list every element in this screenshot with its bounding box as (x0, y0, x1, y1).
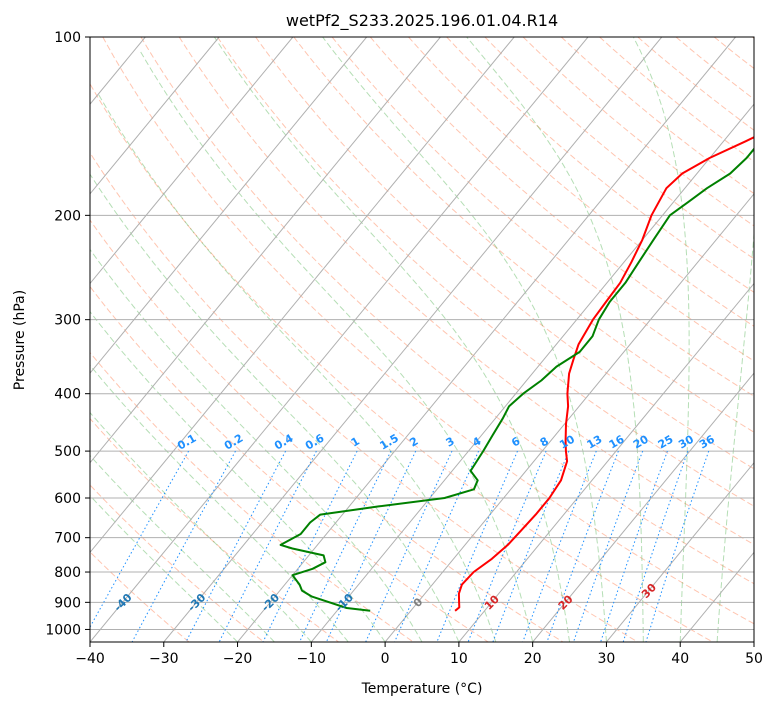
isotherm-line (90, 37, 515, 554)
moist-adiabat (466, 37, 644, 642)
dry-adiabat (178, 37, 754, 546)
mixing-ratio-line (131, 450, 236, 642)
mixing-ratio-line (436, 450, 518, 642)
mixing-ratio-line (600, 450, 668, 642)
x-tick-label: 10 (450, 651, 468, 667)
y-tick-label: 500 (54, 444, 81, 460)
dry-adiabat (255, 37, 754, 470)
x-axis-label: Temperature (°C) (361, 681, 483, 697)
isotherm-line (606, 461, 754, 642)
y-tick-label: 300 (54, 313, 81, 329)
isotherm-line (458, 282, 754, 642)
x-tick-label: 20 (524, 651, 542, 667)
mixing-ratio-line (573, 450, 644, 642)
mixing-ratio-line (185, 450, 287, 642)
isotherm-line (310, 103, 754, 642)
y-tick-label: 700 (54, 531, 81, 547)
mixing-ratio-line (365, 450, 453, 642)
x-tick-label: 30 (598, 651, 616, 667)
temperature-trace (454, 136, 754, 612)
moist-adiabat (632, 37, 690, 642)
dry-adiabat (446, 37, 754, 293)
isotherm-line (90, 37, 589, 642)
sounding-traces (279, 136, 754, 612)
y-tick-label: 100 (54, 30, 81, 46)
dry-adiabat (293, 37, 754, 433)
moist-adiabat (90, 364, 349, 642)
moist-adiabat (90, 248, 423, 642)
dry-adiabat (90, 219, 564, 642)
isotherm-line (90, 37, 368, 374)
dry-adiabat (90, 151, 639, 642)
background-lines (90, 37, 754, 642)
y-tick-label: 600 (54, 491, 81, 507)
moist-adiabat (716, 227, 754, 642)
dry-adiabat (599, 37, 754, 163)
moist-adiabat (322, 37, 607, 642)
moist-adiabat (213, 37, 571, 642)
mixing-ratio-line (645, 450, 710, 642)
dry-adiabat (140, 37, 754, 585)
moist-adiabat (90, 494, 238, 642)
x-tick-label: −30 (149, 651, 179, 667)
mixing-ratio-line (622, 450, 689, 642)
mixing-ratio-line (299, 450, 392, 642)
mixing-ratio-line (394, 450, 480, 642)
dewpoint-trace (279, 147, 754, 612)
x-axis: −40 −30 −20 −10 0 10 20 30 40 50 (75, 642, 763, 667)
mixing-ratio-line (467, 450, 547, 642)
moist-adiabat (90, 310, 386, 642)
moist-adiabat (90, 454, 275, 642)
mixing-ratio-line (90, 450, 190, 629)
chart-title: wetPf2_S233.2025.196.01.04.R14 (286, 11, 558, 31)
y-axis: 100 200 300 400 500 600 700 800 900 1000 (45, 30, 90, 638)
x-tick-label: −10 (297, 651, 327, 667)
x-tick-label: 40 (671, 651, 689, 667)
moist-adiabat (138, 49, 534, 642)
dry-adiabat (90, 417, 339, 642)
dry-adiabat (560, 37, 754, 195)
x-tick-label: 0 (381, 651, 390, 667)
grid-lines (90, 37, 754, 642)
moist-adiabat (90, 411, 312, 642)
moist-adiabat (98, 94, 497, 642)
y-axis-label: Pressure (hPa) (12, 290, 28, 390)
dry-adiabat (369, 37, 754, 362)
x-tick-label: −40 (75, 651, 105, 667)
isotherm-line (532, 372, 754, 642)
x-tick-label: −20 (223, 651, 253, 667)
dry-adiabat (484, 37, 754, 260)
isotherm-line (90, 37, 294, 285)
dry-adiabat (331, 37, 754, 397)
y-tick-label: 900 (54, 595, 81, 611)
mixing-ratio-lines (90, 450, 710, 642)
y-tick-label: 200 (54, 208, 81, 224)
y-tick-label: 800 (54, 565, 81, 581)
dry-adiabat (216, 37, 754, 507)
dry-adiabat (90, 82, 713, 642)
isotherm-line (90, 37, 441, 464)
dry-adiabat (90, 351, 414, 642)
plot-frame (89, 36, 755, 643)
isotherm-line (163, 37, 663, 642)
x-tick-label: 50 (745, 651, 763, 667)
isotherm-line (384, 193, 754, 642)
isotherm-line (237, 37, 736, 642)
y-tick-label: 400 (54, 387, 81, 403)
isotherm-line (90, 37, 220, 195)
y-tick-label: 1000 (45, 622, 81, 638)
dry-adiabat (102, 37, 754, 625)
